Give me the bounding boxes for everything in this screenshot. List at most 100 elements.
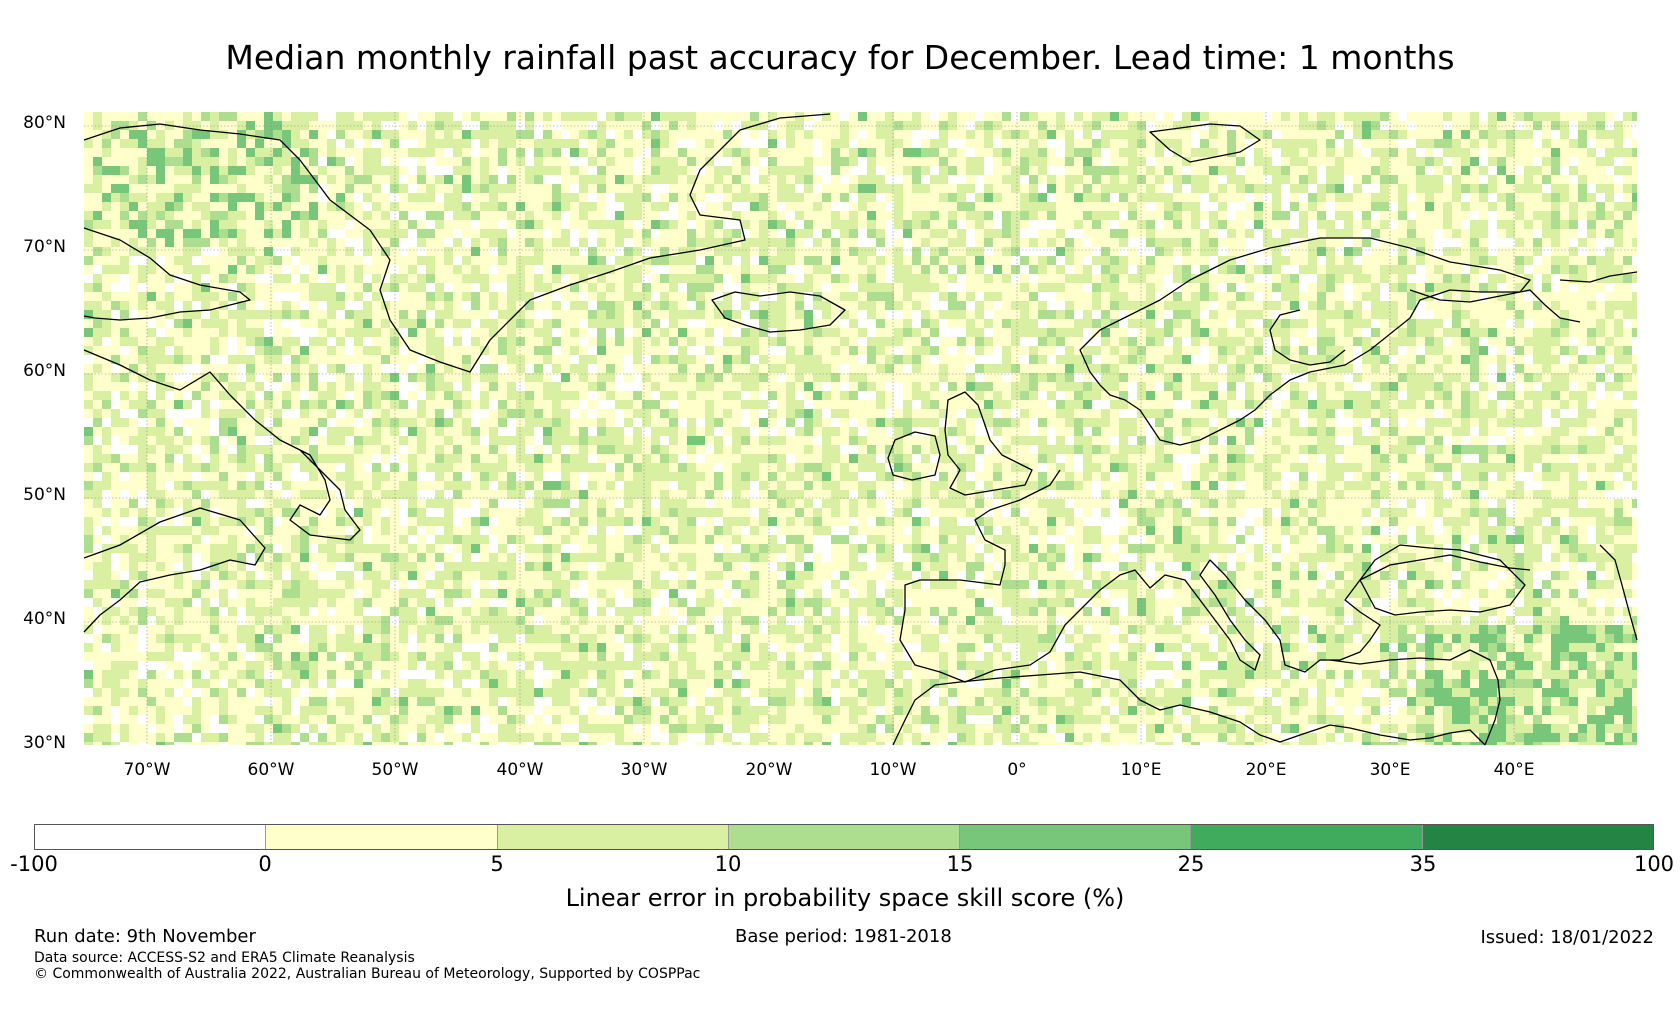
skill-cell: [1308, 175, 1317, 184]
skill-cell: [1569, 283, 1578, 292]
skill-cell: [1164, 274, 1173, 283]
skill-cell: [1038, 328, 1047, 337]
skill-cell: [660, 328, 669, 337]
skill-cell: [102, 265, 111, 274]
skill-cell: [768, 472, 777, 481]
skill-cell: [408, 112, 417, 121]
skill-cell: [1299, 391, 1308, 400]
skill-cell: [1569, 490, 1578, 499]
skill-cell: [1002, 373, 1011, 382]
skill-cell: [435, 337, 444, 346]
skill-cell: [435, 283, 444, 292]
skill-cell: [219, 517, 228, 526]
skill-cell: [867, 175, 876, 184]
skill-cell: [147, 382, 156, 391]
skill-cell: [597, 265, 606, 274]
skill-cell: [642, 193, 651, 202]
skill-cell: [705, 373, 714, 382]
skill-cell: [867, 472, 876, 481]
skill-cell: [1353, 391, 1362, 400]
skill-cell: [237, 211, 246, 220]
skill-cell: [777, 436, 786, 445]
skill-cell: [705, 382, 714, 391]
skill-cell: [300, 166, 309, 175]
skill-cell: [1182, 499, 1191, 508]
skill-cell: [660, 184, 669, 193]
skill-cell: [219, 130, 228, 139]
skill-cell: [579, 373, 588, 382]
skill-cell: [192, 256, 201, 265]
skill-cell: [570, 436, 579, 445]
skill-cell: [1452, 310, 1461, 319]
skill-cell: [1164, 454, 1173, 463]
skill-cell: [381, 472, 390, 481]
skill-cell: [957, 301, 966, 310]
skill-cell: [1578, 400, 1587, 409]
skill-cell: [615, 319, 624, 328]
skill-cell: [1065, 238, 1074, 247]
skill-cell: [1245, 310, 1254, 319]
skill-cell: [480, 463, 489, 472]
skill-cell: [1110, 130, 1119, 139]
skill-cell: [696, 238, 705, 247]
skill-cell: [426, 346, 435, 355]
skill-cell: [624, 130, 633, 139]
skill-cell: [741, 274, 750, 283]
skill-cell: [786, 490, 795, 499]
skill-cell: [228, 229, 237, 238]
skill-cell: [102, 310, 111, 319]
skill-cell: [1542, 247, 1551, 256]
skill-cell: [795, 265, 804, 274]
skill-cell: [579, 202, 588, 211]
skill-cell: [1398, 337, 1407, 346]
skill-cell: [1632, 301, 1637, 310]
skill-cell: [129, 139, 138, 148]
skill-cell: [867, 337, 876, 346]
skill-cell: [1326, 526, 1335, 535]
skill-cell: [642, 508, 651, 517]
skill-cell: [741, 184, 750, 193]
skill-cell: [1551, 148, 1560, 157]
skill-cell: [291, 472, 300, 481]
skill-cell: [1047, 517, 1056, 526]
skill-cell: [327, 175, 336, 184]
skill-cell: [1254, 337, 1263, 346]
skill-cell: [534, 409, 543, 418]
skill-cell: [147, 328, 156, 337]
skill-cell: [678, 535, 687, 544]
skill-cell: [1533, 238, 1542, 247]
skill-cell: [1461, 202, 1470, 211]
skill-cell: [903, 427, 912, 436]
skill-cell: [1353, 301, 1362, 310]
skill-cell: [624, 517, 633, 526]
skill-cell: [615, 193, 624, 202]
skill-cell: [1029, 184, 1038, 193]
skill-cell: [714, 157, 723, 166]
skill-cell: [1101, 364, 1110, 373]
skill-cell: [1605, 166, 1614, 175]
skill-cell: [534, 364, 543, 373]
skill-cell: [1425, 166, 1434, 175]
skill-cell: [1083, 337, 1092, 346]
skill-cell: [849, 247, 858, 256]
skill-cell: [1326, 274, 1335, 283]
skill-cell: [309, 238, 318, 247]
skill-cell: [489, 193, 498, 202]
skill-cell: [1389, 409, 1398, 418]
skill-cell: [1137, 319, 1146, 328]
skill-cell: [570, 301, 579, 310]
skill-cell: [840, 175, 849, 184]
skill-cell: [1398, 508, 1407, 517]
skill-cell: [1560, 463, 1569, 472]
skill-cell: [651, 535, 660, 544]
skill-cell: [264, 175, 273, 184]
skill-cell: [921, 211, 930, 220]
skill-cell: [1029, 436, 1038, 445]
skill-cell: [1533, 157, 1542, 166]
skill-cell: [966, 328, 975, 337]
skill-cell: [1587, 301, 1596, 310]
skill-cell: [1362, 409, 1371, 418]
skill-cell: [903, 508, 912, 517]
skill-cell: [1218, 220, 1227, 229]
